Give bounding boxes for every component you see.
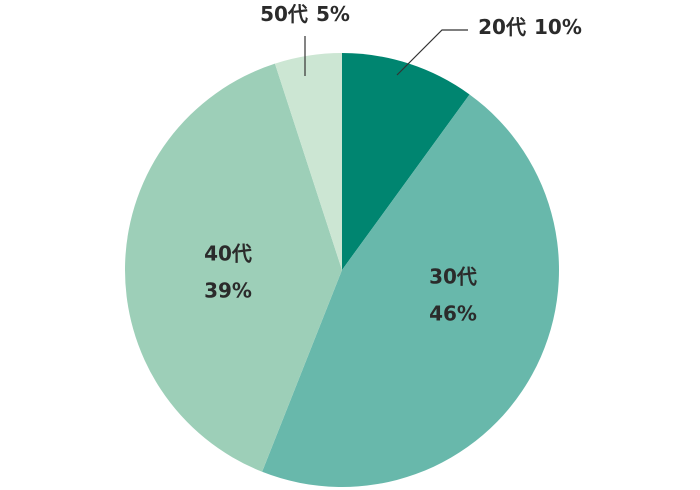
slice-label: 20代 10% [478,15,582,39]
slice-label: 50代 5% [260,2,350,26]
category-label: 30代 [429,265,477,289]
pie-slice [342,53,470,270]
pie-slice [262,94,560,488]
category-label: 40代 [204,242,252,266]
value-label: 39% [204,279,252,303]
leader-line [396,29,468,76]
value-label: 46% [429,302,477,326]
category-label: 50代 [260,2,308,26]
pie [124,53,560,488]
pie-slice [274,53,342,270]
category-label: 20代 [478,15,526,39]
pie-slice [124,63,342,472]
value-label: 10% [534,15,582,39]
labels: 20代 10% 30代 46% 40代 39% 50代 5% [204,2,582,326]
value-label: 5% [316,2,350,26]
